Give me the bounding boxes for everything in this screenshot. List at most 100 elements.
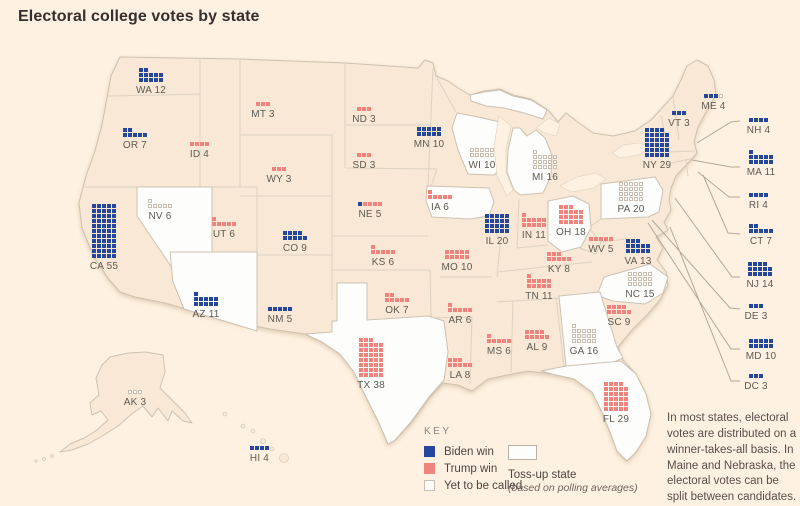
state-waffle-MO: MO 10 xyxy=(441,250,472,273)
vote-square xyxy=(112,204,116,208)
vote-square xyxy=(633,277,637,281)
vote-square xyxy=(450,250,454,254)
vote-square xyxy=(532,218,536,222)
vote-square xyxy=(214,302,218,306)
vote-square xyxy=(628,277,632,281)
state-label-WY: WY 3 xyxy=(266,174,292,185)
vote-square xyxy=(112,214,116,218)
callout-lines xyxy=(647,120,741,382)
vote-square xyxy=(522,213,526,217)
vote-square xyxy=(139,68,143,72)
vote-square xyxy=(369,353,373,357)
vote-square xyxy=(502,339,506,343)
vote-square xyxy=(500,219,504,223)
vote-square xyxy=(643,277,647,281)
vote-square xyxy=(527,218,531,222)
vote-square xyxy=(194,297,198,301)
vote-square xyxy=(660,143,664,147)
vote-square xyxy=(379,343,383,347)
vote-square xyxy=(400,298,404,302)
vote-square xyxy=(641,249,645,253)
vote-square xyxy=(533,150,537,154)
vote-square xyxy=(622,305,626,309)
vote-square xyxy=(212,222,216,226)
vote-square xyxy=(579,210,583,214)
vote-square xyxy=(655,143,659,147)
vote-square xyxy=(660,133,664,137)
vote-square xyxy=(92,219,96,223)
vote-square xyxy=(764,339,768,343)
state-label-KY: KY 8 xyxy=(547,264,571,275)
vote-square xyxy=(97,229,101,233)
vote-square xyxy=(369,368,373,372)
vote-square xyxy=(149,78,153,82)
vote-square xyxy=(490,219,494,223)
state-label-WV: WV 5 xyxy=(588,244,614,255)
vote-square xyxy=(376,250,380,254)
vote-square xyxy=(390,298,394,302)
vote-square xyxy=(102,254,106,258)
vote-square xyxy=(592,334,596,338)
vote-square xyxy=(217,222,221,226)
vote-square xyxy=(594,237,598,241)
state-waffle-OR: OR 7 xyxy=(123,128,148,151)
vote-square xyxy=(557,257,561,261)
vote-square xyxy=(153,204,157,208)
state-label-PA: PA 20 xyxy=(617,204,645,215)
state-waffle-VA: VA 13 xyxy=(625,239,651,267)
vote-square xyxy=(619,387,623,391)
vote-square xyxy=(123,128,127,132)
vote-square xyxy=(495,224,499,228)
vote-square xyxy=(428,195,432,199)
vote-square xyxy=(660,128,664,132)
vote-square xyxy=(634,182,638,186)
vote-square xyxy=(378,202,382,206)
vote-square xyxy=(364,343,368,347)
vote-square xyxy=(368,202,372,206)
vote-square xyxy=(614,387,618,391)
vote-square xyxy=(759,155,763,159)
vote-square xyxy=(417,127,421,131)
state-label-GA: GA 16 xyxy=(569,346,599,357)
vote-square xyxy=(748,267,752,271)
vote-square xyxy=(273,307,277,311)
vote-square xyxy=(626,249,630,253)
vote-square xyxy=(650,148,654,152)
great-lakes xyxy=(493,115,650,197)
vote-square xyxy=(92,249,96,253)
vote-square xyxy=(379,368,383,372)
state-label-DE: DE 3 xyxy=(744,311,768,322)
vote-square xyxy=(655,148,659,152)
vote-square xyxy=(542,284,546,288)
vote-square xyxy=(385,293,389,297)
vote-square xyxy=(604,237,608,241)
vote-square xyxy=(374,373,378,377)
vote-square xyxy=(490,214,494,218)
vote-square xyxy=(574,210,578,214)
vote-square xyxy=(505,219,509,223)
tossup-label: Toss-up state xyxy=(508,469,577,481)
vote-square xyxy=(624,197,628,201)
state-label-OK: OK 7 xyxy=(385,305,409,316)
vote-square xyxy=(564,205,568,209)
vote-square xyxy=(363,202,367,206)
vote-square xyxy=(283,307,287,311)
vote-square xyxy=(500,224,504,228)
vote-square xyxy=(537,284,541,288)
state-waffle-CT: CT 7 xyxy=(749,224,774,247)
vote-square xyxy=(665,148,669,152)
vote-square xyxy=(92,224,96,228)
state-label-NV: NV 6 xyxy=(148,211,172,222)
vote-square xyxy=(672,111,676,115)
vote-square xyxy=(569,205,573,209)
vote-square xyxy=(359,348,363,352)
vote-square xyxy=(764,229,768,233)
vote-square xyxy=(636,249,640,253)
vote-square xyxy=(764,118,768,122)
vote-square xyxy=(268,307,272,311)
vote-square xyxy=(537,218,541,222)
vote-square xyxy=(548,155,552,159)
vote-square xyxy=(144,68,148,72)
state-label-VA: VA 13 xyxy=(624,256,652,267)
vote-square xyxy=(748,262,752,266)
